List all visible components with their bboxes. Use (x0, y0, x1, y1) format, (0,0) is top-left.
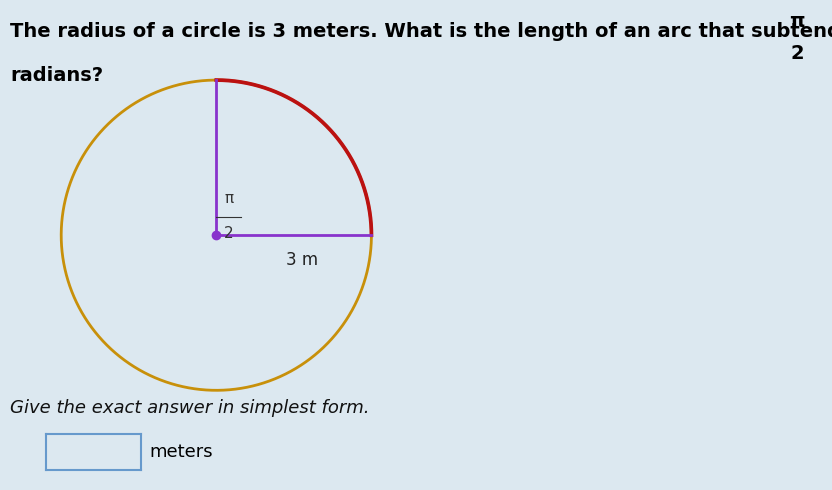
Text: meters: meters (150, 443, 213, 461)
Text: radians?: radians? (10, 66, 103, 85)
Text: 2: 2 (224, 226, 234, 241)
Text: Give the exact answer in simplest form.: Give the exact answer in simplest form. (10, 399, 369, 417)
Text: π: π (224, 191, 233, 206)
Text: 3 m: 3 m (285, 251, 318, 269)
Text: 2: 2 (790, 44, 804, 63)
Text: The radius of a circle is 3 meters. What is the length of an arc that subtends a: The radius of a circle is 3 meters. What… (10, 22, 832, 41)
Text: π: π (790, 12, 805, 31)
